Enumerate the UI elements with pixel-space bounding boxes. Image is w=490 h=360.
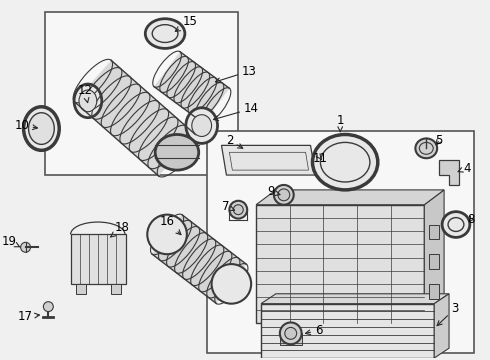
Bar (261, 304, 434, 358)
Polygon shape (424, 190, 444, 324)
Polygon shape (434, 294, 449, 358)
Bar (429, 225, 439, 239)
Ellipse shape (79, 90, 97, 112)
Text: 13: 13 (216, 65, 257, 83)
Text: 12: 12 (77, 85, 93, 103)
Ellipse shape (186, 108, 218, 143)
Text: 8: 8 (467, 213, 474, 226)
Ellipse shape (416, 139, 437, 158)
Polygon shape (261, 294, 449, 304)
Text: 1: 1 (337, 114, 344, 132)
Text: 19: 19 (1, 235, 20, 248)
Polygon shape (154, 52, 229, 123)
Ellipse shape (278, 189, 290, 201)
Text: 6: 6 (306, 324, 322, 337)
Polygon shape (439, 160, 459, 185)
Text: 15: 15 (175, 15, 197, 31)
Text: 4: 4 (458, 162, 470, 175)
Ellipse shape (419, 143, 433, 154)
Ellipse shape (155, 135, 199, 170)
Text: 9: 9 (267, 185, 280, 198)
Bar (207, 131, 474, 353)
Text: 11: 11 (313, 152, 328, 165)
Polygon shape (256, 190, 444, 205)
Ellipse shape (442, 212, 470, 237)
Bar (71, 234, 125, 284)
Text: 7: 7 (221, 200, 235, 213)
Ellipse shape (192, 115, 212, 136)
Ellipse shape (280, 323, 302, 344)
Bar (76, 284, 86, 294)
Bar (256, 205, 424, 324)
Ellipse shape (313, 135, 378, 190)
Text: 14: 14 (214, 102, 259, 121)
Polygon shape (221, 145, 316, 175)
Text: 18: 18 (111, 221, 130, 237)
Text: 17: 17 (18, 310, 39, 323)
Polygon shape (152, 215, 246, 303)
Polygon shape (74, 60, 196, 176)
Ellipse shape (74, 84, 102, 118)
Ellipse shape (274, 185, 294, 205)
Bar (46, 12, 238, 175)
Ellipse shape (24, 107, 59, 150)
Text: 3: 3 (437, 302, 459, 326)
Bar (280, 333, 302, 345)
Ellipse shape (146, 19, 185, 48)
Bar (429, 284, 439, 299)
Circle shape (21, 242, 30, 252)
Text: 2: 2 (225, 134, 243, 148)
Bar (429, 254, 439, 269)
Ellipse shape (233, 205, 243, 215)
Ellipse shape (147, 215, 187, 254)
Text: 16: 16 (160, 215, 181, 235)
Text: 5: 5 (436, 134, 443, 147)
Ellipse shape (285, 327, 296, 339)
Circle shape (44, 302, 53, 312)
Bar (111, 284, 121, 294)
Ellipse shape (28, 113, 54, 144)
Text: 10: 10 (14, 119, 37, 132)
Ellipse shape (212, 264, 251, 304)
Ellipse shape (229, 201, 247, 219)
